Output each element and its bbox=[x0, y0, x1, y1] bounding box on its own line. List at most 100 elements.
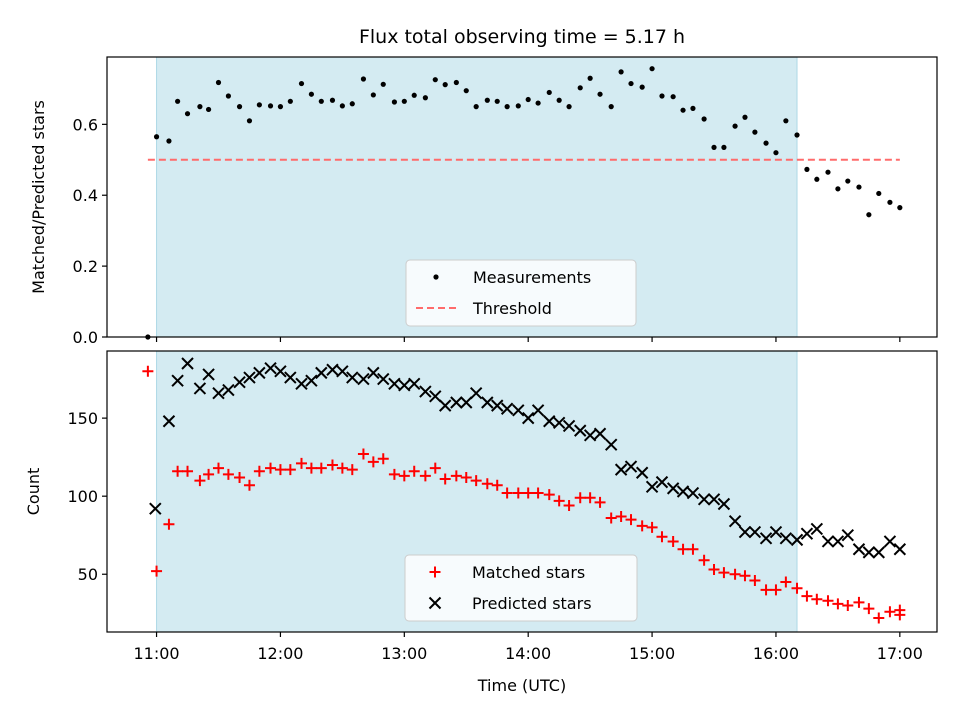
axes-frame-top bbox=[106, 56, 938, 338]
matched-star-point bbox=[791, 582, 803, 594]
matched-star-point bbox=[574, 492, 586, 504]
matched-star-point bbox=[884, 606, 896, 618]
predicted-star-point bbox=[346, 371, 359, 384]
measurement-point bbox=[618, 69, 624, 75]
matched-star-point bbox=[667, 535, 679, 547]
predicted-star-point bbox=[624, 460, 638, 473]
measurement-point bbox=[783, 118, 789, 124]
matched-star-point bbox=[142, 365, 154, 377]
legend-label: Predicted stars bbox=[472, 594, 592, 613]
predicted-star-point bbox=[429, 390, 442, 403]
measurement-point bbox=[680, 107, 686, 113]
predicted-star-point bbox=[697, 493, 711, 506]
matched-star-point bbox=[295, 457, 307, 469]
y-axis-label-top: Matched/Predicted stars bbox=[29, 100, 48, 294]
predicted-star-point bbox=[162, 415, 176, 428]
measurement-point bbox=[411, 92, 417, 98]
measurement-point bbox=[515, 103, 521, 109]
predicted-star-point bbox=[779, 532, 793, 545]
matched-star-point bbox=[636, 520, 648, 532]
predicted-star-point bbox=[635, 466, 649, 479]
matched-star-point bbox=[284, 464, 296, 476]
matched-star-point bbox=[543, 489, 555, 501]
measurement-point bbox=[494, 98, 500, 104]
matched-star-point bbox=[522, 487, 534, 499]
matched-star-point bbox=[677, 543, 689, 555]
predicted-star-point bbox=[655, 475, 669, 489]
matched-star-point bbox=[687, 543, 699, 555]
matched-star-point bbox=[718, 567, 730, 579]
measurement-point bbox=[887, 199, 893, 205]
measurement-point bbox=[225, 93, 232, 99]
measurement-point bbox=[277, 104, 284, 110]
matched-star-point bbox=[698, 554, 710, 566]
matched-star-point bbox=[625, 514, 637, 526]
matched-star-point bbox=[377, 453, 389, 465]
matched-star-point bbox=[243, 479, 255, 491]
matched-star-point bbox=[151, 565, 163, 577]
measurement-point bbox=[835, 186, 841, 192]
y-tick-label-bottom: 150 bbox=[67, 409, 98, 428]
measurement-point bbox=[577, 85, 583, 91]
matched-star-point bbox=[863, 603, 875, 615]
x-tick-label: 13:00 bbox=[381, 644, 427, 663]
predicted-star-point bbox=[500, 402, 514, 415]
predicted-star-point bbox=[481, 396, 494, 409]
measurement-point bbox=[628, 80, 634, 87]
measurement-point bbox=[556, 97, 562, 103]
measurement-point bbox=[794, 132, 800, 138]
legend-label: Threshold bbox=[472, 299, 552, 318]
predicted-star-point bbox=[491, 399, 504, 412]
predicted-star-point bbox=[212, 386, 225, 400]
predicted-star-point bbox=[243, 371, 256, 384]
measurement-point bbox=[197, 104, 203, 110]
predicted-star-point bbox=[336, 365, 349, 378]
predicted-star-point bbox=[748, 525, 762, 539]
measurement-point bbox=[298, 80, 305, 87]
measurement-point bbox=[349, 101, 355, 107]
measurement-point bbox=[236, 104, 243, 110]
predicted-star-point bbox=[543, 415, 556, 428]
predicted-star-point bbox=[552, 416, 566, 430]
measurement-point bbox=[391, 99, 398, 105]
matched-star-point bbox=[182, 465, 194, 477]
predicted-star-point bbox=[810, 522, 824, 536]
predicted-star-point bbox=[408, 377, 421, 390]
matched-star-point bbox=[203, 468, 215, 480]
x-tick-label: 11:00 bbox=[133, 644, 179, 663]
predicted-star-point bbox=[181, 357, 194, 370]
matched-star-point bbox=[491, 479, 503, 491]
y-axis-label-bottom: Count bbox=[24, 468, 43, 516]
predicted-star-point bbox=[233, 376, 246, 389]
predicted-star-point bbox=[645, 480, 659, 494]
matched-star-point bbox=[388, 468, 400, 480]
predicted-star-point bbox=[738, 525, 752, 539]
measurement-point bbox=[825, 169, 831, 175]
measurement-point bbox=[670, 94, 676, 100]
legend-swatch-dot bbox=[433, 274, 439, 280]
legend-label: Measurements bbox=[473, 268, 591, 287]
matched-star-point bbox=[780, 576, 792, 588]
predicted-star-point bbox=[852, 543, 866, 556]
measurement-point bbox=[866, 212, 872, 218]
predicted-star-point bbox=[521, 411, 535, 425]
legend-bottom: Matched stars Predicted stars bbox=[404, 554, 638, 622]
matched-star-point bbox=[253, 465, 265, 477]
matched-star-point bbox=[512, 487, 524, 499]
predicted-star-point bbox=[841, 529, 855, 542]
matched-star-point bbox=[357, 448, 369, 460]
matched-star-point bbox=[873, 612, 885, 624]
matched-star-point bbox=[439, 473, 451, 485]
matched-star-point bbox=[532, 487, 544, 499]
predicted-star-point bbox=[274, 365, 287, 378]
predicted-star-point bbox=[149, 502, 162, 515]
measurement-point bbox=[649, 66, 655, 72]
measurement-point bbox=[442, 82, 448, 88]
measurement-point bbox=[432, 77, 438, 83]
measurement-point bbox=[856, 184, 862, 190]
matched-star-point bbox=[194, 475, 206, 487]
predicted-star-point bbox=[862, 546, 876, 559]
matched-star-point bbox=[336, 462, 348, 474]
y-tick-label-bottom: 100 bbox=[67, 487, 98, 506]
matched-star-point bbox=[315, 462, 327, 474]
